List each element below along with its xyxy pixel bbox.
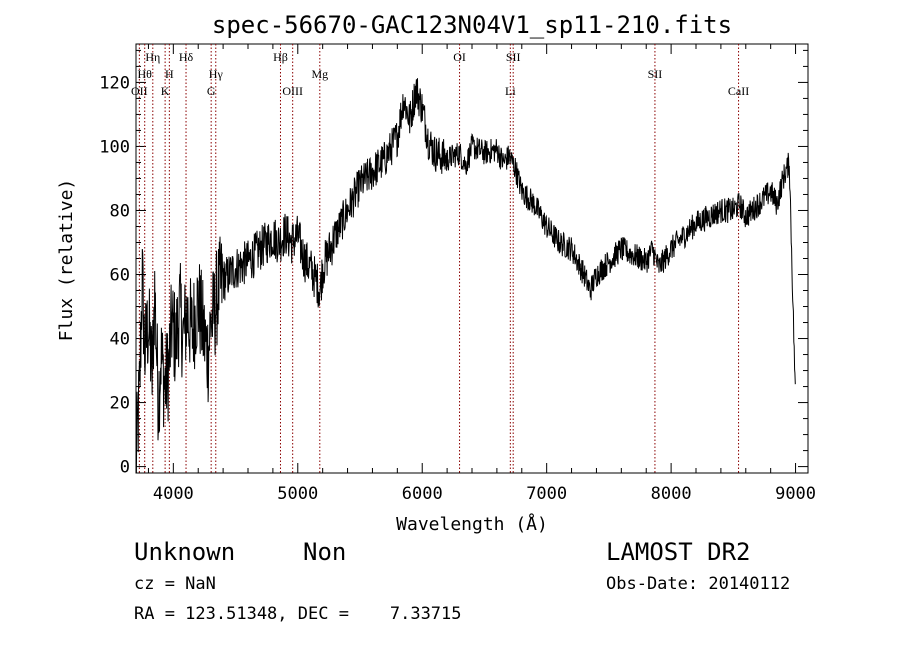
spectral-line-label: Mg [311, 67, 328, 81]
x-axis-label: Wavelength (Å) [396, 513, 548, 535]
x-tick-label: 6000 [402, 484, 443, 504]
y-axis-label: Flux (relative) [56, 179, 77, 342]
x-tick-label: 5000 [277, 484, 318, 504]
y-tick-label: 60 [110, 266, 130, 286]
chart-title: spec-56670-GAC123N04V1_sp11-210.fits [212, 11, 732, 39]
x-tick-label: 4000 [153, 484, 194, 504]
y-tick-label: 120 [99, 73, 130, 93]
coordinates: RA = 123.51348, DEC = 7.33715 [134, 604, 462, 624]
y-tick-label: 20 [110, 394, 130, 414]
spectral-line-label: OIII [282, 84, 303, 98]
x-tick-label: 8000 [651, 484, 692, 504]
y-tick-label: 40 [110, 330, 130, 350]
spectral-line-label: Hθ [138, 67, 153, 81]
spectral-line-label: Hγ [209, 67, 224, 81]
spectral-line-label: CaII [728, 84, 749, 98]
observation-date: Obs-Date: 20140112 [606, 574, 791, 594]
y-tick-label: 100 [99, 137, 130, 157]
object-subclass: Non [303, 538, 347, 566]
axis-ticks: 4000 5000 6000 7000 8000 9000 0 20 40 60 80 100 120 [99, 44, 816, 504]
survey-name: LAMOST DR2 [606, 538, 751, 566]
spectral-line-label: Hβ [273, 50, 288, 64]
spectral-line-markers: OII Hθ Hη KH Hδ G Hγ Hβ OIII Mg OI Li SII SII CaII [131, 44, 749, 473]
redshift-value: cz = NaN [134, 574, 216, 594]
y-tick-label: 0 [120, 458, 130, 478]
spectral-line-label: Hη [145, 50, 160, 64]
spectral-line-label: OI [453, 50, 466, 64]
spectral-line-label: SII [506, 50, 521, 64]
y-tick-label: 80 [110, 201, 130, 221]
spectral-line-label: Hδ [179, 50, 194, 64]
object-class: Unknown [134, 538, 236, 566]
spectral-line-label: SII [648, 67, 663, 81]
spectral-line-label: G [207, 84, 216, 98]
spectral-line-label: K [161, 84, 170, 98]
spectrum-series-line [135, 78, 796, 474]
x-tick-label: 9000 [775, 484, 816, 504]
spectral-line-label: OII [131, 84, 148, 98]
spectral-line-label: Li [505, 84, 516, 98]
x-tick-label: 7000 [526, 484, 567, 504]
spectral-line-label: H [165, 67, 174, 81]
